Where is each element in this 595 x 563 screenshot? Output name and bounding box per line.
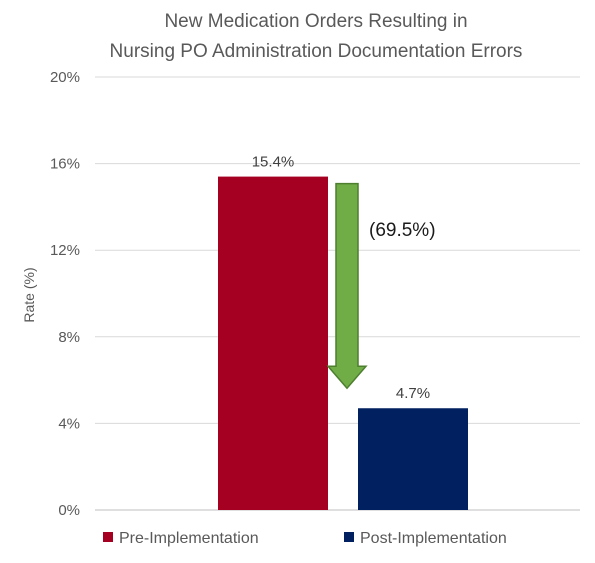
change-annotation-text: (69.5%) — [369, 220, 436, 241]
data-label: 4.7% — [396, 385, 430, 402]
data-label: 15.4% — [252, 154, 295, 171]
chart-title-line-1: New Medication Orders Resulting in — [164, 11, 467, 32]
bar-post-implementation — [358, 408, 468, 510]
legend-label: Post-Implementation — [360, 530, 507, 547]
y-tick-label: 0% — [58, 502, 80, 519]
y-axis-label: Rate (%) — [21, 267, 37, 322]
y-tick-labels: 0% 4% 8% 12% 16% 20% — [50, 69, 80, 519]
chart-title: New Medication Orders Resulting in Nursi… — [110, 11, 523, 62]
chart-title-line-2: Nursing PO Administration Documentation … — [110, 41, 523, 62]
decrease-arrow-icon — [326, 182, 368, 390]
y-tick-label: 20% — [50, 69, 80, 86]
y-tick-label: 4% — [58, 415, 80, 432]
data-labels: 15.4% 4.7% — [252, 154, 430, 403]
y-tick-label: 8% — [58, 329, 80, 346]
legend: Pre-Implementation Post-Implementation — [103, 530, 507, 547]
change-annotation: (69.5%) — [326, 182, 436, 390]
legend-swatch — [103, 532, 113, 542]
bars — [218, 176, 468, 510]
y-tick-label: 12% — [50, 242, 80, 259]
bar-pre-implementation — [218, 176, 328, 510]
y-tick-label: 16% — [50, 156, 80, 173]
legend-label: Pre-Implementation — [119, 530, 259, 547]
legend-swatch — [344, 532, 354, 542]
